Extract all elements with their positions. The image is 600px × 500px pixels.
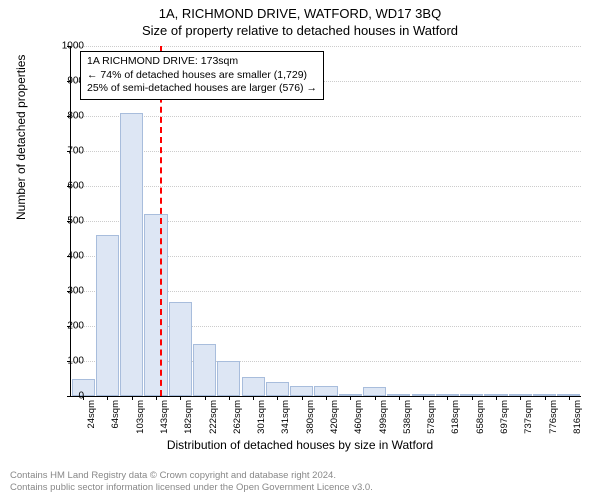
histogram-bar — [266, 382, 289, 396]
histogram-bar — [290, 386, 313, 397]
gridline — [71, 151, 581, 152]
ytick-label: 100 — [44, 356, 84, 367]
xtick-mark — [423, 396, 424, 400]
ytick-label: 0 — [44, 391, 84, 402]
ytick-label: 200 — [44, 321, 84, 332]
xtick-mark — [156, 396, 157, 400]
ytick-label: 1000 — [44, 41, 84, 52]
xtick-label: 262sqm — [232, 400, 243, 434]
histogram-bar — [96, 235, 119, 396]
ytick-label: 300 — [44, 286, 84, 297]
xtick-label: 499sqm — [378, 400, 389, 434]
ytick-label: 500 — [44, 216, 84, 227]
chart-area: 24sqm64sqm103sqm143sqm182sqm222sqm262sqm… — [70, 46, 580, 396]
x-axis-label: Distribution of detached houses by size … — [0, 438, 600, 452]
y-axis-label: Number of detached properties — [14, 55, 28, 220]
xtick-label: 420sqm — [329, 400, 340, 434]
gridline — [71, 186, 581, 187]
xtick-label: 538sqm — [402, 400, 413, 434]
xtick-mark — [326, 396, 327, 400]
gridline — [71, 46, 581, 47]
xtick-mark — [496, 396, 497, 400]
xtick-mark — [253, 396, 254, 400]
xtick-label: 222sqm — [208, 400, 219, 434]
histogram-bar — [120, 113, 143, 397]
xtick-mark — [472, 396, 473, 400]
xtick-mark — [132, 396, 133, 400]
xtick-label: 64sqm — [110, 400, 121, 429]
page-title: 1A, RICHMOND DRIVE, WATFORD, WD17 3BQ — [0, 0, 600, 21]
annotation-box: 1A RICHMOND DRIVE: 173sqm ← 74% of detac… — [80, 51, 324, 100]
xtick-label: 301sqm — [256, 400, 267, 434]
xtick-label: 618sqm — [450, 400, 461, 434]
xtick-mark — [569, 396, 570, 400]
footer-line: Contains public sector information licen… — [10, 482, 373, 494]
ytick-label: 900 — [44, 76, 84, 87]
histogram-bar — [242, 377, 265, 396]
xtick-mark — [350, 396, 351, 400]
footer-line: Contains HM Land Registry data © Crown c… — [10, 470, 373, 482]
histogram-bar — [169, 302, 192, 397]
xtick-mark — [545, 396, 546, 400]
xtick-mark — [229, 396, 230, 400]
annotation-line: 1A RICHMOND DRIVE: 173sqm — [87, 55, 317, 69]
xtick-label: 182sqm — [183, 400, 194, 434]
page-subtitle: Size of property relative to detached ho… — [0, 21, 600, 38]
histogram-bar — [217, 361, 240, 396]
xtick-label: 658sqm — [475, 400, 486, 434]
annotation-line: 25% of semi-detached houses are larger (… — [87, 82, 317, 96]
xtick-mark — [447, 396, 448, 400]
xtick-label: 697sqm — [499, 400, 510, 434]
xtick-label: 578sqm — [426, 400, 437, 434]
ytick-label: 700 — [44, 146, 84, 157]
ytick-label: 800 — [44, 111, 84, 122]
ytick-label: 600 — [44, 181, 84, 192]
xtick-mark — [107, 396, 108, 400]
xtick-label: 103sqm — [135, 400, 146, 434]
xtick-label: 776sqm — [548, 400, 559, 434]
xtick-label: 380sqm — [305, 400, 316, 434]
annotation-line: ← 74% of detached houses are smaller (1,… — [87, 69, 317, 83]
xtick-label: 460sqm — [353, 400, 364, 434]
footer-attribution: Contains HM Land Registry data © Crown c… — [10, 470, 373, 494]
xtick-mark — [520, 396, 521, 400]
histogram-bar — [193, 344, 216, 397]
xtick-label: 143sqm — [159, 400, 170, 434]
xtick-mark — [302, 396, 303, 400]
xtick-mark — [205, 396, 206, 400]
xtick-mark — [399, 396, 400, 400]
xtick-label: 737sqm — [523, 400, 534, 434]
histogram-bar — [144, 214, 167, 396]
xtick-mark — [375, 396, 376, 400]
xtick-mark — [277, 396, 278, 400]
gridline — [71, 116, 581, 117]
ytick-label: 400 — [44, 251, 84, 262]
xtick-label: 341sqm — [280, 400, 291, 434]
xtick-label: 816sqm — [572, 400, 583, 434]
xtick-label: 24sqm — [86, 400, 97, 429]
histogram-bar — [363, 387, 386, 396]
xtick-mark — [180, 396, 181, 400]
histogram-bar — [314, 386, 337, 397]
